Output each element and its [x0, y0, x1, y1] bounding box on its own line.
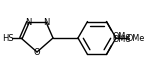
Text: N: N: [25, 18, 31, 26]
Text: HS: HS: [2, 34, 14, 42]
Text: OMe: OMe: [112, 35, 131, 44]
Text: O: O: [34, 47, 40, 57]
Text: N: N: [43, 18, 49, 26]
Text: OMe: OMe: [112, 32, 131, 41]
Text: OMe: OMe: [127, 34, 145, 42]
